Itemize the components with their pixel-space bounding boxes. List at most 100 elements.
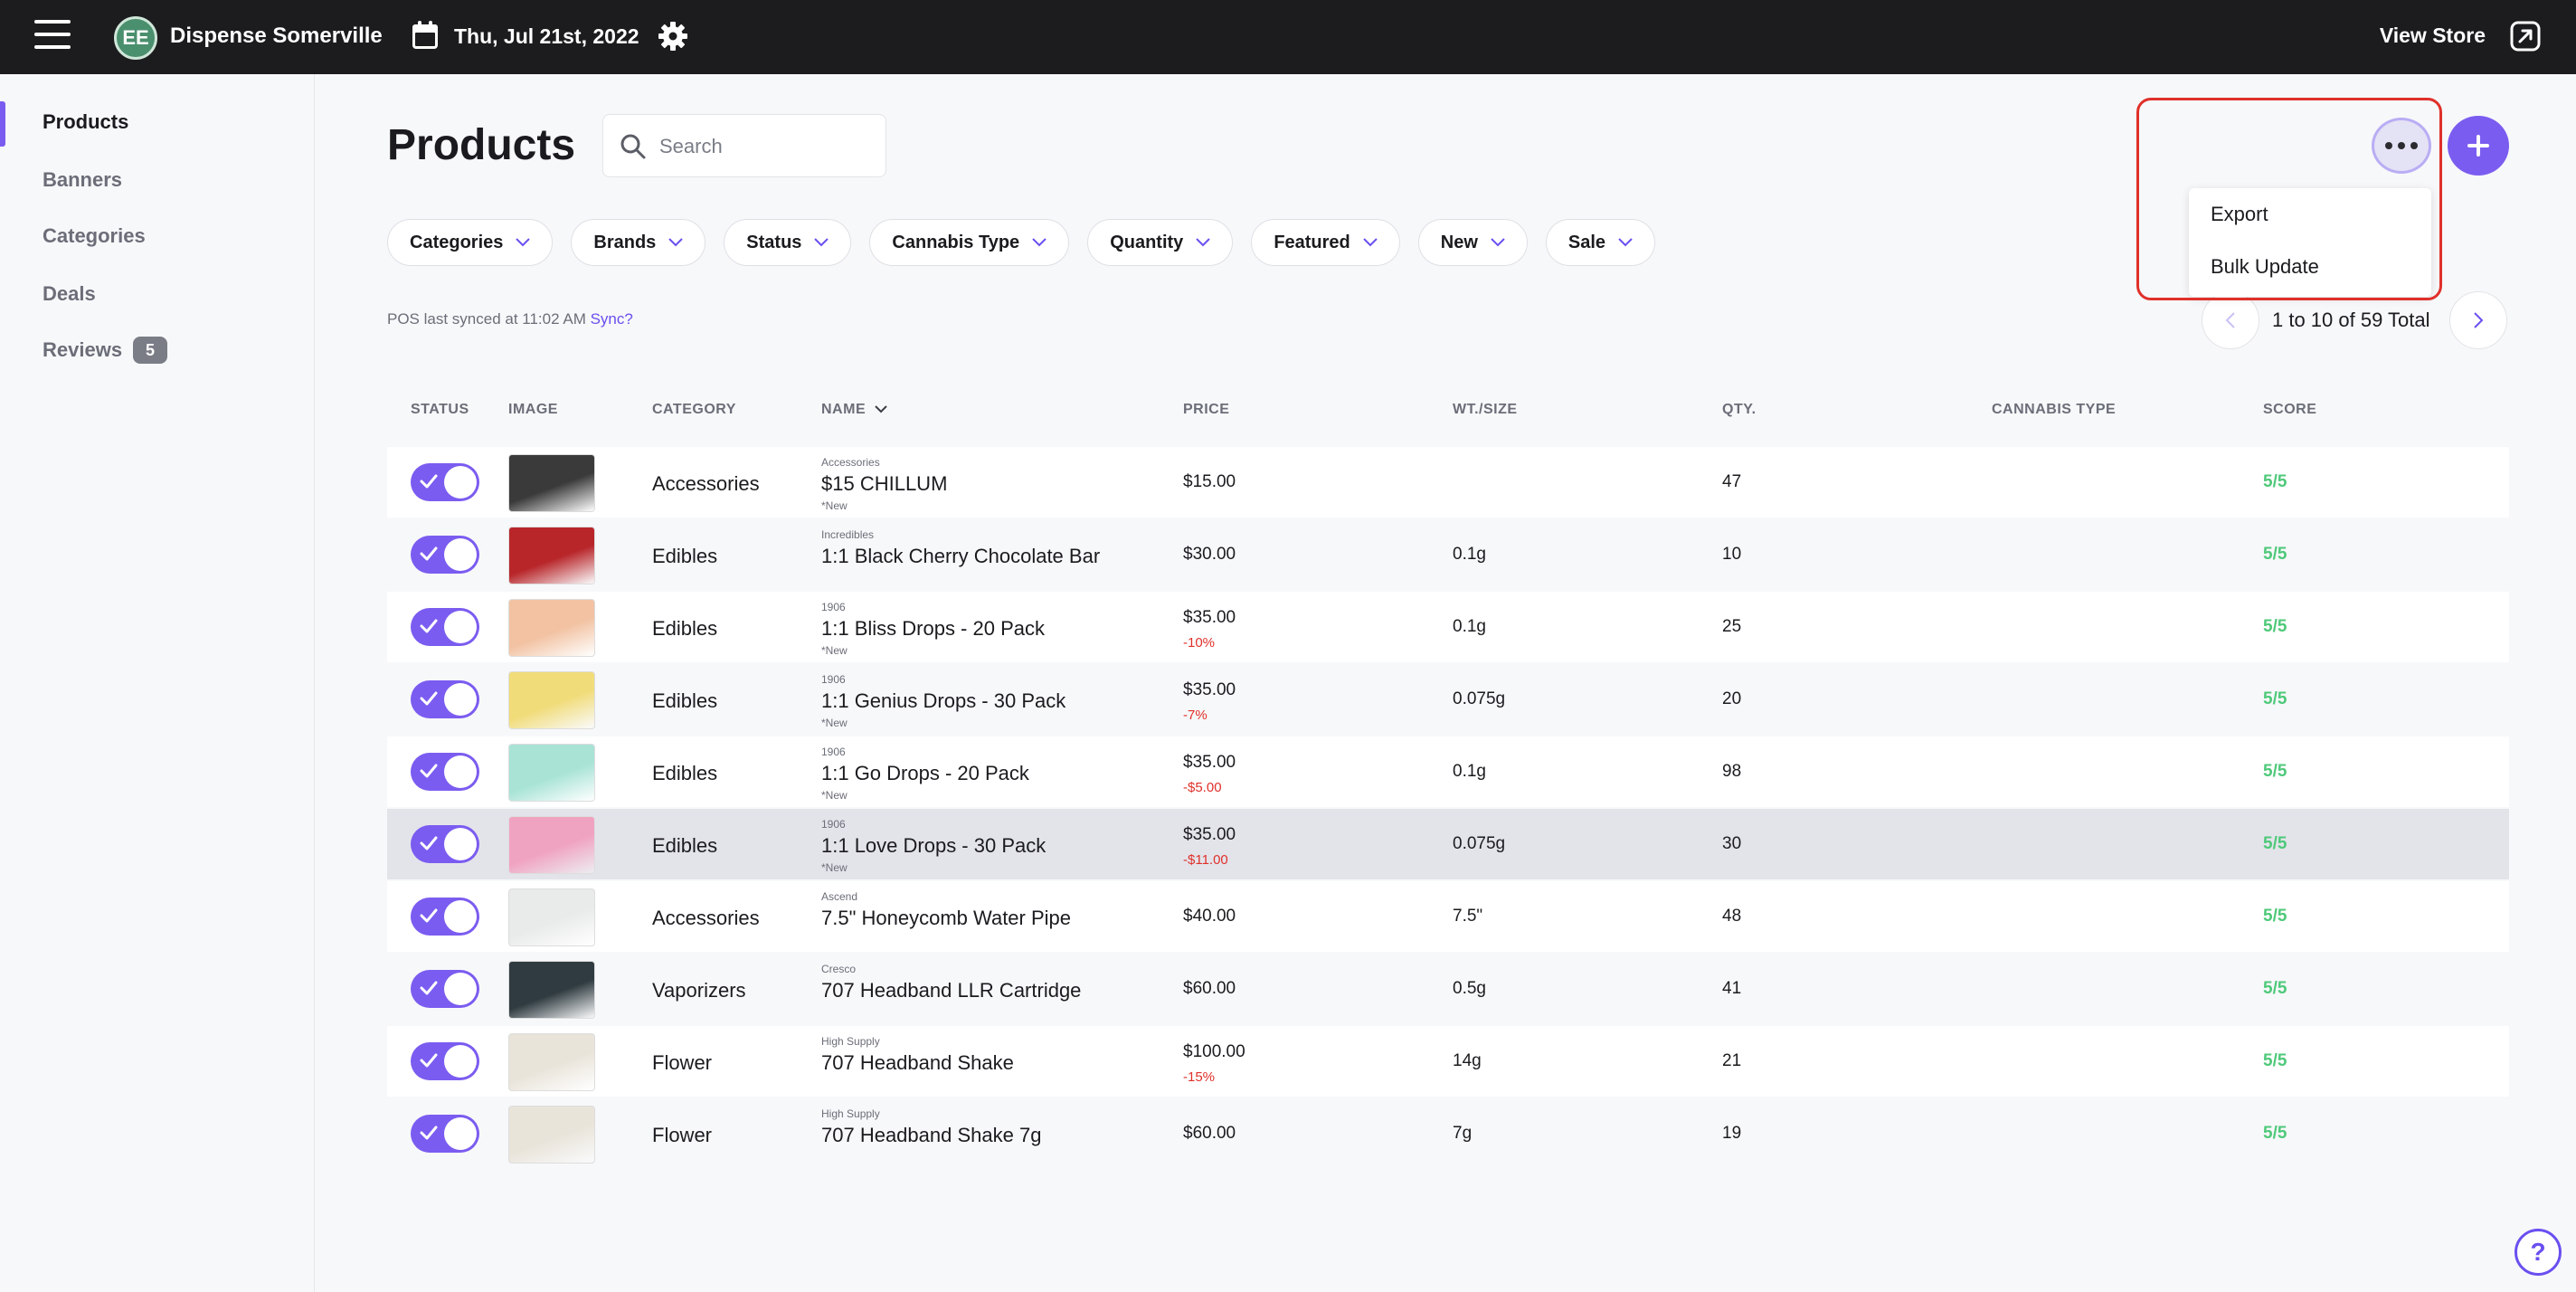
status-toggle[interactable] bbox=[411, 463, 479, 501]
column-header-score[interactable]: SCORE bbox=[2263, 402, 2317, 417]
sidebar-item-banners[interactable]: Banners bbox=[43, 168, 122, 192]
product-name[interactable]: 1:1 Bliss Drops - 20 Pack bbox=[821, 617, 1045, 640]
product-price: $35.00 bbox=[1183, 608, 1236, 627]
product-name[interactable]: 1:1 Genius Drops - 30 Pack bbox=[821, 689, 1066, 712]
filter-new[interactable]: New bbox=[1417, 219, 1528, 266]
sidebar-item-deals[interactable]: Deals bbox=[43, 282, 96, 306]
pagination-prev-button[interactable] bbox=[2202, 291, 2259, 349]
product-size: 14g bbox=[1453, 1051, 1482, 1070]
table-row[interactable]: Vaporizers Cresco 707 Headband LLR Cartrid… bbox=[387, 954, 2509, 1024]
date-text[interactable]: Thu, Jul 21st, 2022 bbox=[454, 24, 639, 48]
column-header-name[interactable]: NAME bbox=[821, 402, 887, 418]
search-input[interactable] bbox=[659, 131, 876, 162]
check-icon bbox=[420, 764, 438, 778]
store-logo[interactable]: EE bbox=[114, 16, 157, 60]
product-score: 5/5 bbox=[2263, 472, 2287, 491]
product-name[interactable]: 1:1 Love Drops - 30 Pack bbox=[821, 834, 1046, 857]
sync-link[interactable]: Sync? bbox=[590, 310, 633, 328]
add-product-button[interactable] bbox=[2448, 116, 2509, 176]
reviews-count-badge: 5 bbox=[133, 337, 168, 364]
product-name[interactable]: 1:1 Go Drops - 20 Pack bbox=[821, 762, 1029, 784]
filter-featured[interactable]: Featured bbox=[1251, 219, 1400, 266]
more-options-button[interactable] bbox=[2372, 118, 2431, 174]
external-link-icon[interactable] bbox=[2509, 20, 2542, 52]
product-thumbnail[interactable] bbox=[508, 671, 595, 729]
product-thumbnail[interactable] bbox=[508, 599, 595, 657]
view-store-link[interactable]: View Store bbox=[2379, 24, 2486, 47]
column-header-status[interactable]: STATUS bbox=[411, 402, 469, 417]
sidebar-item-reviews[interactable]: Reviews 5 bbox=[43, 337, 168, 364]
column-header-category[interactable]: CATEGORY bbox=[652, 402, 736, 417]
product-thumbnail[interactable] bbox=[508, 816, 595, 874]
product-name[interactable]: 707 Headband Shake 7g bbox=[821, 1124, 1042, 1146]
help-button[interactable]: ? bbox=[2514, 1229, 2562, 1276]
status-toggle[interactable] bbox=[411, 898, 479, 936]
sync-status-text: POS last synced at 11:02 AM bbox=[387, 310, 586, 328]
chevron-left-icon bbox=[2225, 312, 2235, 328]
status-toggle[interactable] bbox=[411, 825, 479, 863]
menu-icon[interactable] bbox=[34, 20, 71, 49]
status-toggle[interactable] bbox=[411, 536, 479, 574]
menu-item-bulk-update[interactable]: Bulk Update bbox=[2211, 255, 2319, 278]
column-header-qty[interactable]: QTY. bbox=[1722, 402, 1757, 417]
product-name[interactable]: 707 Headband LLR Cartridge bbox=[821, 979, 1082, 1002]
product-name[interactable]: $15 CHILLUM bbox=[821, 472, 948, 495]
product-name[interactable]: 1:1 Black Cherry Chocolate Bar bbox=[821, 545, 1101, 567]
sidebar-item-categories[interactable]: Categories bbox=[43, 224, 146, 248]
menu-item-export[interactable]: Export bbox=[2211, 203, 2268, 225]
table-row[interactable]: Flower High Supply 707 Headband Shake $100.… bbox=[387, 1026, 2509, 1097]
product-category: Flower bbox=[652, 1051, 713, 1074]
filter-sale[interactable]: Sale bbox=[1545, 219, 1656, 266]
check-icon bbox=[420, 836, 438, 850]
table-row[interactable]: Accessories Ascend 7.5" Honeycomb Water Pi… bbox=[387, 881, 2509, 952]
table-row[interactable]: Edibles 1906 1:1 Genius Drops - 30 Pack *Ne… bbox=[387, 664, 2509, 735]
column-header-price[interactable]: PRICE bbox=[1183, 402, 1230, 417]
sidebar-item-products[interactable]: Products bbox=[43, 110, 128, 134]
product-thumbnail[interactable] bbox=[508, 961, 595, 1019]
product-price: $100.00 bbox=[1183, 1042, 1245, 1061]
table-row[interactable]: Flower High Supply 707 Headband Shake 7g $6… bbox=[387, 1098, 2509, 1169]
status-toggle[interactable] bbox=[411, 753, 479, 791]
toggle-knob bbox=[444, 466, 477, 499]
table-row[interactable]: Edibles 1906 1:1 Go Drops - 20 Pack *New $35… bbox=[387, 736, 2509, 807]
status-toggle[interactable] bbox=[411, 1115, 479, 1153]
filter-label: Categories bbox=[410, 232, 504, 252]
calendar-icon[interactable] bbox=[411, 20, 440, 51]
store-name[interactable]: Dispense Somerville bbox=[170, 24, 383, 48]
product-thumbnail[interactable] bbox=[508, 1033, 595, 1091]
filter-status[interactable]: Status bbox=[724, 219, 852, 266]
product-thumbnail[interactable] bbox=[508, 888, 595, 946]
sort-desc-icon[interactable] bbox=[875, 405, 887, 413]
filter-cannabis-type[interactable]: Cannabis Type bbox=[869, 219, 1070, 266]
status-toggle[interactable] bbox=[411, 1042, 479, 1080]
column-header-cannabis-type[interactable]: CANNABIS TYPE bbox=[1992, 402, 2117, 417]
product-thumbnail[interactable] bbox=[508, 454, 595, 512]
filter-bar: Categories Brands Status Cannabis Type Q… bbox=[387, 219, 1656, 266]
table-row[interactable]: Edibles Incredibles 1:1 Black Cherry Choco… bbox=[387, 519, 2509, 590]
gear-icon[interactable] bbox=[657, 20, 689, 52]
product-name[interactable]: 707 Headband Shake bbox=[821, 1051, 1014, 1074]
table-row[interactable]: Edibles 1906 1:1 Love Drops - 30 Pack *New $… bbox=[387, 809, 2509, 879]
filter-categories[interactable]: Categories bbox=[387, 219, 554, 266]
product-thumbnail[interactable] bbox=[508, 1106, 595, 1164]
check-icon bbox=[420, 474, 438, 489]
product-thumbnail[interactable] bbox=[508, 744, 595, 802]
status-toggle[interactable] bbox=[411, 680, 479, 718]
product-thumbnail[interactable] bbox=[508, 527, 595, 584]
filter-label: Sale bbox=[1567, 232, 1606, 252]
filter-brands[interactable]: Brands bbox=[571, 219, 706, 266]
product-discount: -$5.00 bbox=[1183, 780, 1222, 795]
pagination-next-button[interactable] bbox=[2449, 291, 2507, 349]
table-row[interactable]: Edibles 1906 1:1 Bliss Drops - 20 Pack *New… bbox=[387, 592, 2509, 662]
table-row[interactable]: Accessories Accessories $15 CHILLUM *New $15… bbox=[387, 447, 2509, 518]
product-name[interactable]: 7.5" Honeycomb Water Pipe bbox=[821, 907, 1072, 929]
status-toggle[interactable] bbox=[411, 970, 479, 1008]
product-price: $35.00 bbox=[1183, 680, 1236, 699]
filter-quantity[interactable]: Quantity bbox=[1087, 219, 1234, 266]
status-toggle[interactable] bbox=[411, 608, 479, 646]
product-new-tag: *New bbox=[821, 717, 848, 729]
toggle-knob bbox=[444, 900, 477, 933]
search-box[interactable] bbox=[602, 114, 886, 177]
product-category: Vaporizers bbox=[652, 979, 746, 1002]
column-header-size[interactable]: WT./SIZE bbox=[1453, 402, 1518, 417]
